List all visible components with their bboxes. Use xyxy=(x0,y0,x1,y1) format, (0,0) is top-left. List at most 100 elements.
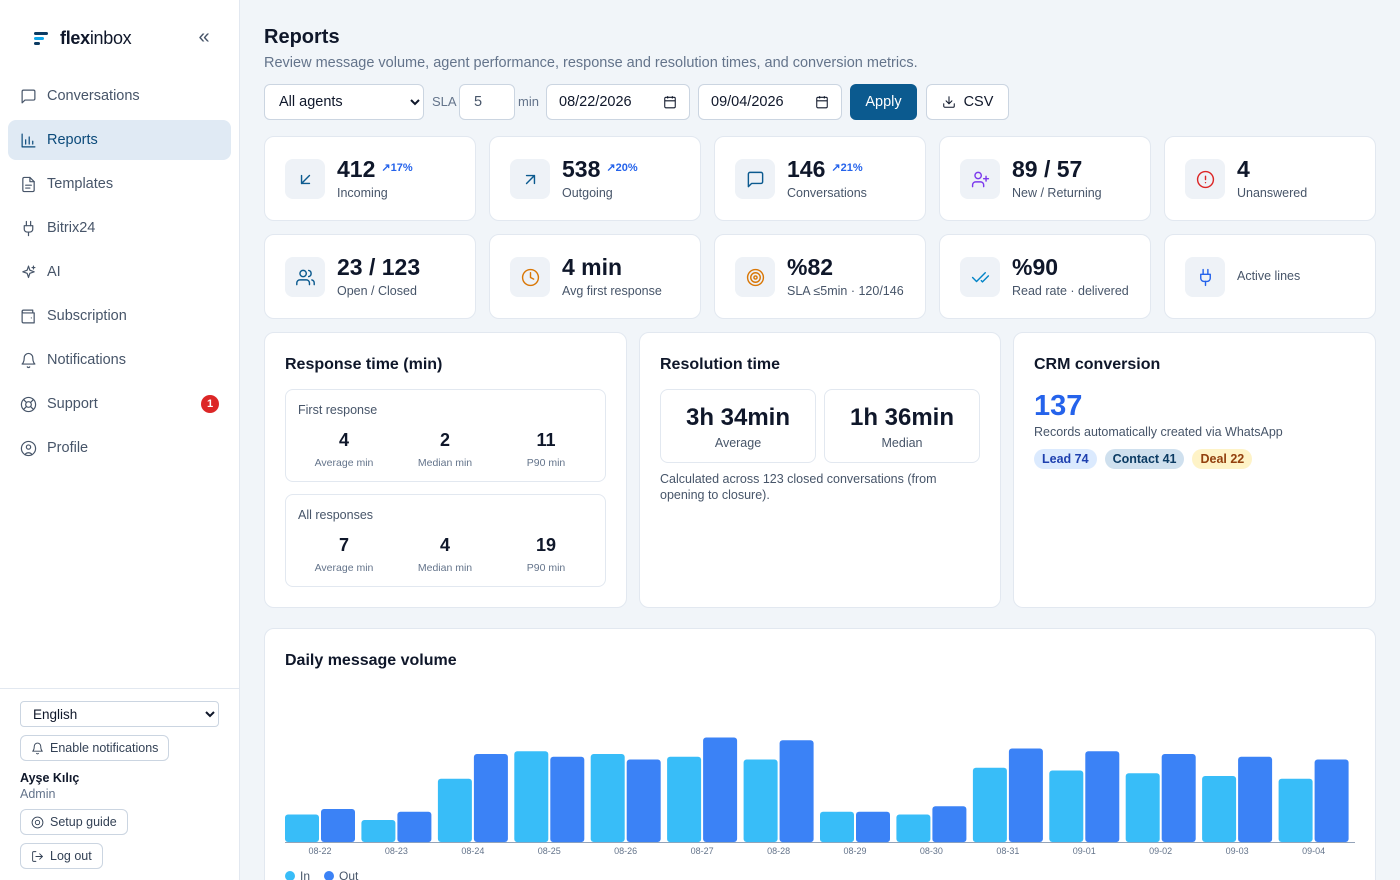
message-square-icon xyxy=(21,89,36,103)
stat-value: %90 xyxy=(1012,254,1059,280)
csv-export-button[interactable]: CSV xyxy=(926,84,1009,120)
bar-out-08-25[interactable] xyxy=(550,756,585,843)
bar-in-08-26[interactable] xyxy=(590,754,625,842)
sidebar-item-templates[interactable]: Templates xyxy=(8,164,231,204)
brand-logo[interactable]: flexinbox xyxy=(34,28,132,49)
sidebar-nav: Conversations Reports Templates Bitrix24… xyxy=(8,76,231,472)
sidebar-item-conversations[interactable]: Conversations xyxy=(8,76,231,116)
stat-label: Avg first response xyxy=(562,284,662,298)
bar-out-08-30[interactable] xyxy=(932,806,967,843)
bar-in-08-29[interactable] xyxy=(820,811,854,843)
sidebar-item-profile[interactable]: Profile xyxy=(8,428,231,468)
language-select[interactable]: English xyxy=(20,701,219,727)
stat-card-open-closed: 23 / 123 Open / Closed xyxy=(264,234,476,319)
bar-out-08-28[interactable] xyxy=(779,740,814,843)
enable-notifications-button[interactable]: Enable notifications xyxy=(20,735,170,761)
resolution-median: 1h 36min xyxy=(849,404,955,431)
collapse-sidebar-button[interactable]: « xyxy=(198,26,210,48)
bar-out-09-03[interactable] xyxy=(1238,756,1273,843)
stat-value: 23 / 123 xyxy=(337,254,421,280)
bar-in-08-28[interactable] xyxy=(743,759,778,843)
x-tick-label: 09-02 xyxy=(1149,846,1172,856)
support-badge: 1 xyxy=(201,395,219,413)
bell-icon xyxy=(32,742,43,754)
stat-trend: ↗20% xyxy=(606,162,638,174)
stat-trend: ↗21% xyxy=(831,162,863,174)
stat-card-read-rate: %90 Read rate · delivered xyxy=(939,234,1151,319)
stat-card-active-lines: Active lines xyxy=(1164,234,1376,319)
brand-name-suffix: inbox xyxy=(89,28,132,48)
date-to-input[interactable]: 09/04/2026 xyxy=(698,84,842,120)
bar-in-08-30[interactable] xyxy=(896,814,931,843)
wallet-icon xyxy=(21,309,35,323)
sla-input[interactable]: 5 xyxy=(459,84,515,120)
first-response-median: 2 xyxy=(439,430,450,450)
bar-out-08-22[interactable] xyxy=(321,809,355,842)
sidebar-item-support[interactable]: Support 1 xyxy=(8,384,231,424)
legend-item-out[interactable]: Out xyxy=(324,869,358,880)
bar-out-09-04[interactable] xyxy=(1314,759,1349,843)
calendar-icon[interactable] xyxy=(815,95,829,109)
sidebar-item-notifications[interactable]: Notifications xyxy=(8,340,231,380)
bar-in-08-27[interactable] xyxy=(667,756,702,843)
stat-label: Open / Closed xyxy=(337,284,417,298)
date-from-input[interactable]: 08/22/2026 xyxy=(546,84,690,120)
first-response-box: First response 4 Average min 2 Median min … xyxy=(285,389,606,482)
sidebar-item-ai[interactable]: AI xyxy=(8,252,231,292)
x-tick-label: 08-28 xyxy=(767,846,790,856)
bar-in-08-23[interactable] xyxy=(361,820,396,842)
apply-button[interactable]: Apply xyxy=(850,84,917,120)
legend-item-in[interactable]: In xyxy=(285,869,310,880)
logout-button[interactable]: Log out xyxy=(20,843,103,869)
target-icon xyxy=(746,268,764,286)
bar-out-09-01[interactable] xyxy=(1085,751,1120,843)
check-check-icon xyxy=(971,271,989,283)
arrow-down-left-icon xyxy=(300,174,310,184)
plug-icon xyxy=(23,220,34,236)
bar-chart-icon xyxy=(21,133,36,147)
x-tick-label: 08-25 xyxy=(538,846,561,856)
bar-in-09-04[interactable] xyxy=(1278,778,1313,842)
bar-out-08-23[interactable] xyxy=(397,811,432,843)
sidebar-item-subscription[interactable]: Subscription xyxy=(8,296,231,336)
stat-label: Conversations xyxy=(787,186,867,200)
bar-out-08-24[interactable] xyxy=(473,754,508,842)
sidebar: flexinbox « Conversations Reports Templa… xyxy=(0,0,240,880)
panel-title: Resolution time xyxy=(660,356,781,373)
calendar-icon[interactable] xyxy=(663,95,677,109)
bar-in-08-25[interactable] xyxy=(514,751,549,843)
stat-label: Outgoing xyxy=(562,186,613,200)
stat-card-unanswered: 4 Unanswered xyxy=(1164,136,1376,221)
crm-total: 137 xyxy=(1034,390,1083,422)
message-square-icon xyxy=(747,171,763,187)
bar-out-08-29[interactable] xyxy=(856,811,890,843)
sla-label: SLA xyxy=(432,94,457,109)
stat-card-outgoing: 538 ↗20% Outgoing xyxy=(489,136,701,221)
agent-select[interactable]: All agents xyxy=(264,84,424,120)
user-plus-icon xyxy=(971,171,989,187)
plug-icon xyxy=(1199,268,1211,286)
bar-out-08-27[interactable] xyxy=(703,737,738,843)
bar-in-08-22[interactable] xyxy=(285,814,319,843)
bar-in-09-01[interactable] xyxy=(1049,770,1084,843)
x-tick-label: 08-31 xyxy=(996,846,1019,856)
bar-in-08-31[interactable] xyxy=(972,767,1007,843)
bar-in-09-03[interactable] xyxy=(1202,776,1237,842)
sidebar-item-label: Profile xyxy=(47,440,89,456)
stat-label: Unanswered xyxy=(1237,186,1308,200)
bar-out-08-31[interactable] xyxy=(1008,748,1043,843)
bar-out-08-26[interactable] xyxy=(626,759,661,843)
x-tick-label: 08-22 xyxy=(308,846,331,856)
sidebar-item-reports[interactable]: Reports xyxy=(8,120,231,160)
lead-tag: Lead 74 xyxy=(1034,449,1097,469)
setup-guide-button[interactable]: Setup guide xyxy=(20,809,128,835)
bar-out-09-02[interactable] xyxy=(1161,754,1196,842)
bar-in-08-24[interactable] xyxy=(437,778,472,842)
file-text-icon xyxy=(22,176,35,192)
sidebar-item-label: AI xyxy=(47,264,61,280)
sidebar-item-bitrix24[interactable]: Bitrix24 xyxy=(8,208,231,248)
sla-unit-label: min xyxy=(518,94,539,109)
stat-label: Incoming xyxy=(337,186,388,200)
bar-in-09-02[interactable] xyxy=(1125,773,1160,843)
stat-value: 412 xyxy=(337,156,376,182)
